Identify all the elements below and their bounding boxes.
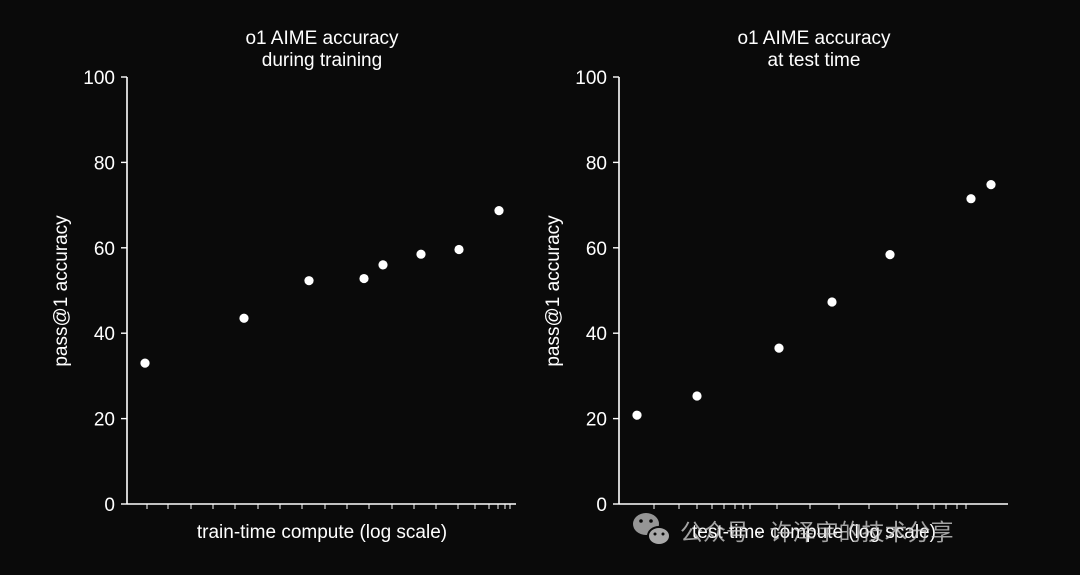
chart-train-time: o1 AIME accuracy during training 0 20 40 60… [51, 28, 516, 543]
chart-test-time: o1 AIME accuracy at test time 0 20 40 60 80 1… [543, 28, 1008, 543]
y-tick-label: 0 [596, 495, 607, 516]
y-axis-label: pass@1 accuracy [51, 215, 72, 367]
y-tick-label: 20 [586, 410, 607, 431]
y-tick-label: 100 [83, 68, 115, 89]
wechat-icon [633, 513, 671, 546]
data-points [140, 206, 504, 368]
data-point [304, 276, 314, 286]
x-ticks [653, 504, 967, 509]
x-axis-label: test-time compute (log scale) [692, 522, 936, 543]
y-tick-label: 80 [94, 153, 115, 174]
axes [126, 77, 516, 505]
watermark-text: 公众号 · 许泽宇的技术分享 [680, 519, 953, 545]
data-point [692, 391, 702, 401]
data-point [986, 180, 996, 190]
data-point [416, 249, 426, 259]
data-point [454, 244, 464, 255]
chart-title-line-1: o1 AIME accuracy [245, 28, 399, 49]
y-ticks: 0 20 40 60 80 100 [575, 68, 619, 516]
y-ticks: 0 20 40 60 80 100 [83, 68, 127, 516]
y-tick-label: 60 [586, 239, 607, 260]
data-point [774, 343, 784, 353]
data-point [632, 410, 642, 420]
data-point [378, 260, 388, 270]
chart-title-line-1: o1 AIME accuracy [737, 28, 891, 49]
y-tick-label: 100 [575, 68, 607, 89]
y-tick-label: 20 [94, 410, 115, 431]
watermark: 公众号 · 许泽宇的技术分享 [633, 513, 953, 546]
chart-title-line-2: at test time [768, 50, 861, 71]
y-tick-label: 40 [94, 324, 115, 345]
y-tick-label: 60 [94, 239, 115, 260]
x-ticks [146, 504, 511, 509]
data-point [494, 206, 504, 216]
data-points [632, 180, 996, 420]
chart-title-line-2: during training [262, 50, 382, 71]
y-tick-label: 80 [586, 153, 607, 174]
data-point [359, 273, 369, 284]
data-point [827, 297, 837, 307]
axes [618, 77, 1008, 505]
data-point [966, 194, 976, 204]
data-point [239, 313, 249, 323]
data-point [885, 250, 895, 260]
y-tick-label: 40 [586, 324, 607, 345]
data-point [140, 358, 150, 368]
y-tick-label: 0 [104, 495, 115, 516]
y-axis-label: pass@1 accuracy [543, 215, 564, 367]
x-axis-label: train-time compute (log scale) [197, 522, 447, 543]
